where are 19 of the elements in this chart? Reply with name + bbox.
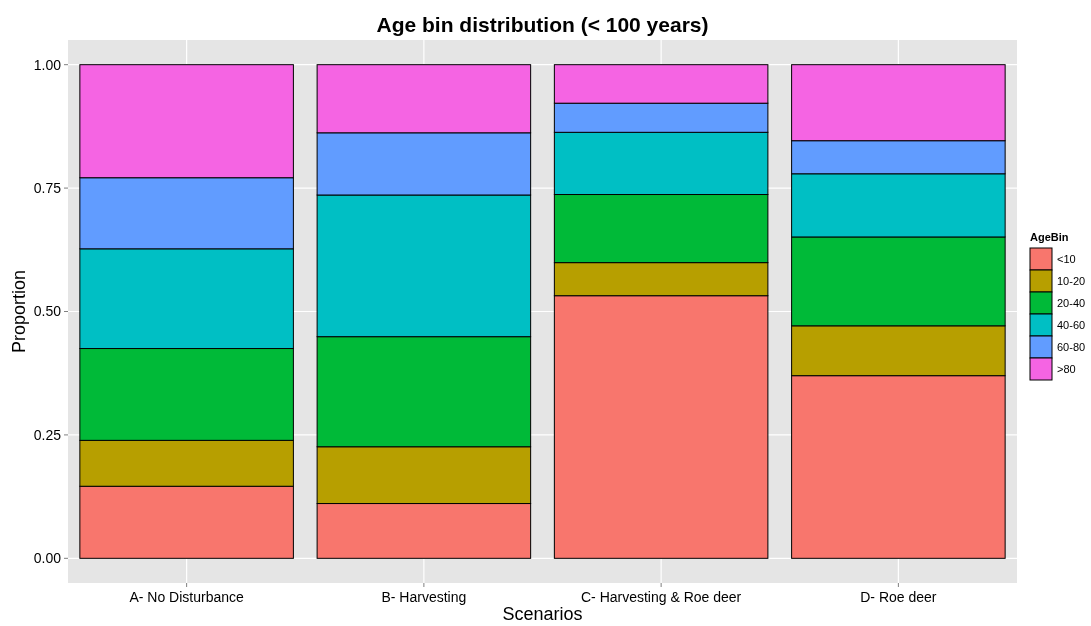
y-tick-label: 0.75: [33, 179, 62, 196]
y-tick-label: 0.00: [33, 550, 62, 567]
legend-label: 60-80: [1057, 340, 1086, 353]
x-axis-title: Scenarios: [502, 604, 583, 624]
x-tick-label: D- Roe deer: [860, 589, 937, 605]
legend-label: 20-40: [1057, 296, 1086, 309]
legend-label: >80: [1057, 362, 1076, 375]
legend-title: AgeBin: [1030, 231, 1069, 243]
legend-label: <10: [1057, 252, 1076, 265]
chart-title: Age bin distribution (< 100 years): [376, 13, 709, 36]
x-tick-label: C- Harvesting & Roe deer: [580, 589, 742, 605]
y-axis-title: Proportion: [9, 269, 29, 354]
y-tick-label: 0.50: [33, 303, 62, 320]
y-tick-label: 1.00: [33, 56, 62, 73]
x-tick-label: A- No Disturbance: [129, 589, 245, 605]
legend-label: 40-60: [1057, 318, 1086, 331]
legend-label: 10-20: [1057, 274, 1086, 287]
x-tick-label: B- Harvesting: [381, 589, 467, 605]
y-tick-label: 0.25: [33, 426, 62, 443]
